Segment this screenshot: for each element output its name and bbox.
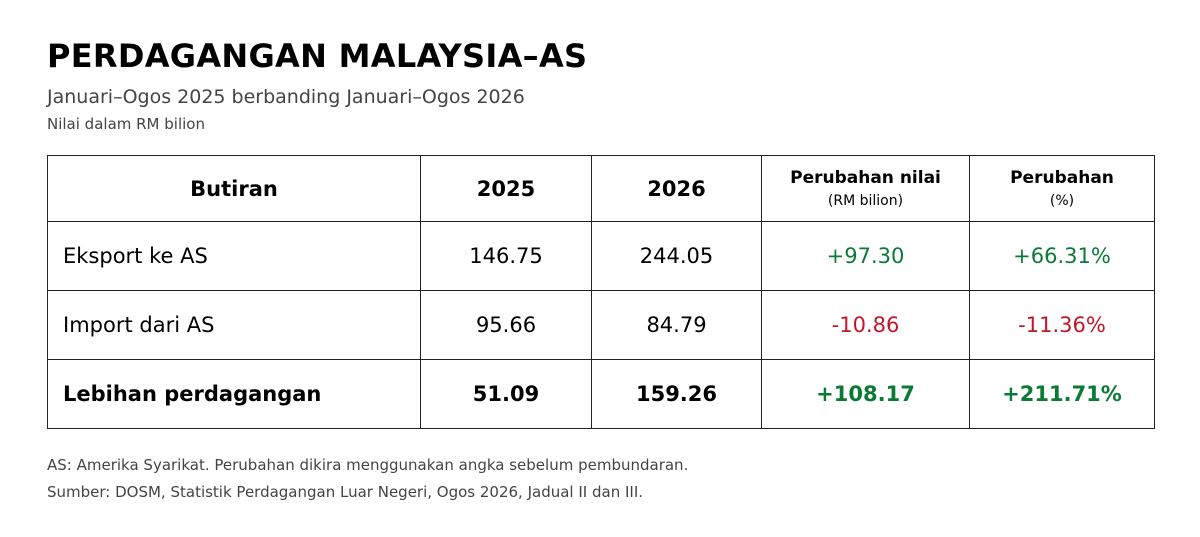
table-row-imports: Import dari AS 95.66 84.79 -10.86 -11.36… <box>47 290 1155 360</box>
footnote-abbreviation: AS: Amerika Syarikat. Perubahan dikira m… <box>47 456 689 474</box>
cell-2025: 95.66 <box>420 290 592 360</box>
header-change-pct-label: Perubahan <box>1010 167 1114 188</box>
row-label: Import dari AS <box>47 290 421 360</box>
row-label: Eksport ke AS <box>47 221 421 291</box>
page-subtitle: Januari–Ogos 2025 berbanding Januari–Ogo… <box>47 86 525 108</box>
unit-note: Nilai dalam RM bilion <box>47 115 205 133</box>
cell-2025: 51.09 <box>420 359 592 429</box>
trade-table: Butiran 2025 2026 Perubahan nilai (RM bi… <box>47 155 1155 429</box>
header-change-value-label: Perubahan nilai <box>790 167 941 188</box>
cell-change-pct: -11.36% <box>969 290 1155 360</box>
header-2026: 2026 <box>591 155 762 222</box>
cell-change-value: +108.17 <box>761 359 970 429</box>
header-change-value-unit: (RM bilion) <box>827 192 904 209</box>
table-row-exports: Eksport ke AS 146.75 244.05 +97.30 +66.3… <box>47 221 1155 291</box>
cell-2026: 159.26 <box>591 359 762 429</box>
cell-2025: 146.75 <box>420 221 592 291</box>
cell-change-value: +97.30 <box>761 221 970 291</box>
footnote-source: Sumber: DOSM, Statistik Perdagangan Luar… <box>47 483 644 501</box>
header-2025: 2025 <box>420 155 592 222</box>
header-item: Butiran <box>47 155 421 222</box>
page-title: PERDAGANGAN MALAYSIA–AS <box>47 37 588 75</box>
cell-change-value: -10.86 <box>761 290 970 360</box>
header-change-pct-unit: (%) <box>1049 192 1075 209</box>
cell-change-pct: +66.31% <box>969 221 1155 291</box>
header-change-value: Perubahan nilai (RM bilion) <box>761 155 970 222</box>
row-label: Lebihan perdagangan <box>47 359 421 429</box>
cell-2026: 84.79 <box>591 290 762 360</box>
cell-change-pct: +211.71% <box>969 359 1155 429</box>
header-change-pct: Perubahan (%) <box>969 155 1155 222</box>
cell-2026: 244.05 <box>591 221 762 291</box>
table-row-trade-surplus: Lebihan perdagangan 51.09 159.26 +108.17… <box>47 359 1155 429</box>
table-header-row: Butiran 2025 2026 Perubahan nilai (RM bi… <box>47 155 1155 222</box>
